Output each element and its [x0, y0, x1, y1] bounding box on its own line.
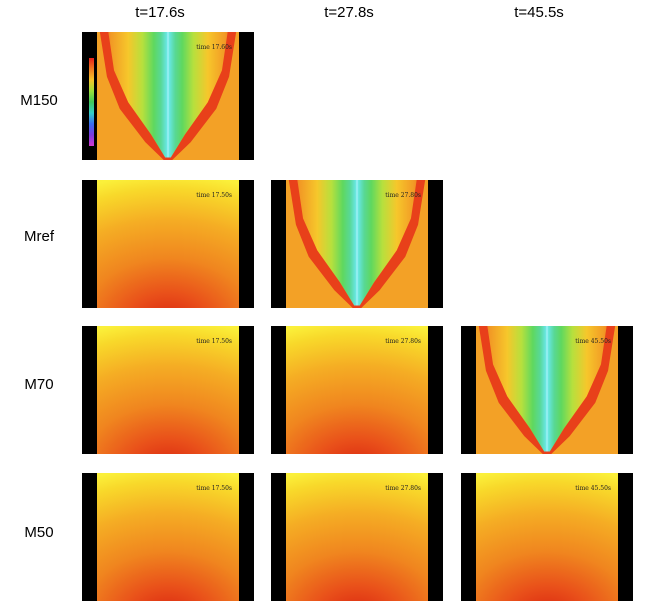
column-header-2: t=45.5s — [514, 4, 564, 21]
simulation-panel: time 17.60s — [82, 32, 254, 160]
column-header-1: t=27.8s — [324, 4, 374, 21]
temperature-field — [97, 180, 239, 308]
simulation-panel: time 45.50s — [461, 473, 633, 601]
column-header-0: t=17.6s — [135, 4, 185, 21]
time-stamp: time 17.50s — [196, 192, 232, 199]
time-stamp: time 27.80s — [385, 485, 421, 492]
plume-field — [286, 180, 428, 308]
simulation-panel: time 27.80s — [271, 326, 443, 454]
simulation-panel: time 27.80s — [271, 180, 443, 308]
temperature-field — [286, 326, 428, 454]
plume-field — [476, 326, 618, 454]
temperature-field — [97, 326, 239, 454]
row-label-m150: M150 — [20, 92, 58, 109]
time-stamp: time 45.50s — [575, 485, 611, 492]
plume-field — [97, 32, 239, 160]
time-stamp: time 17.50s — [196, 485, 232, 492]
simulation-panel: time 17.50s — [82, 326, 254, 454]
row-label-m50: M50 — [24, 524, 54, 541]
time-stamp: time 17.50s — [196, 338, 232, 345]
simulation-panel: time 27.80s — [271, 473, 443, 601]
simulation-panel: time 45.50s — [461, 326, 633, 454]
temperature-field — [476, 473, 618, 601]
time-stamp: time 27.80s — [385, 192, 421, 199]
row-label-m70: M70 — [24, 376, 54, 393]
time-stamp: time 17.60s — [196, 44, 232, 51]
temperature-field — [97, 473, 239, 601]
temperature-field — [286, 473, 428, 601]
row-label-mref: Mref — [24, 228, 54, 245]
simulation-panel: time 17.50s — [82, 473, 254, 601]
simulation-panel: time 17.50s — [82, 180, 254, 308]
time-stamp: time 45.50s — [575, 338, 611, 345]
colorbar — [89, 58, 94, 146]
time-stamp: time 27.80s — [385, 338, 421, 345]
